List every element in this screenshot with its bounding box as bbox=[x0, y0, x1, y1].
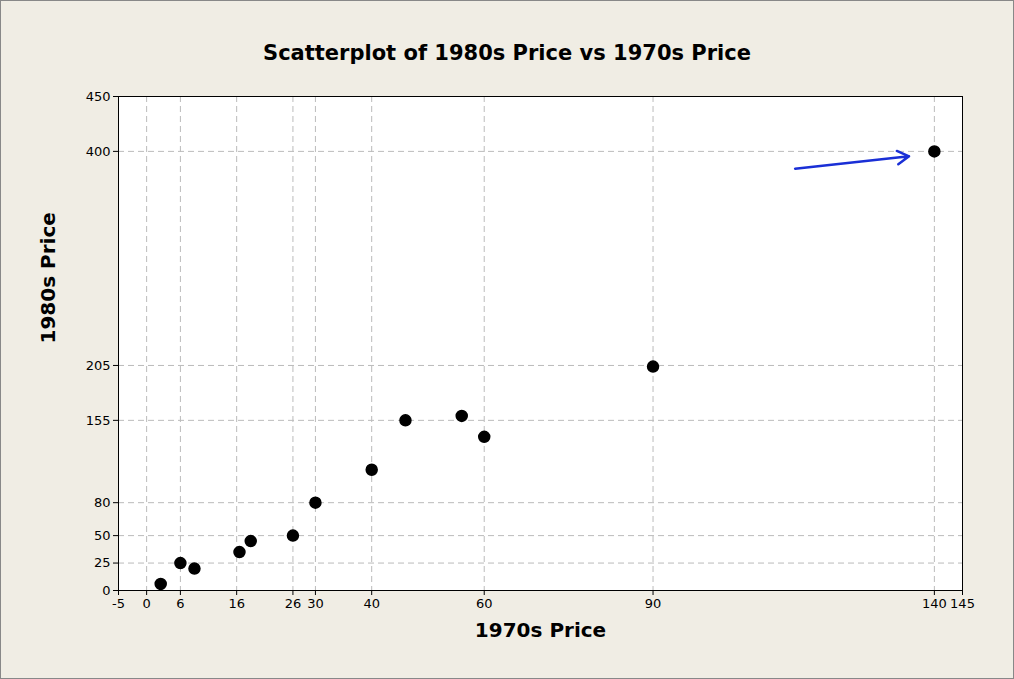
svg-text:25: 25 bbox=[94, 555, 111, 570]
svg-text:155: 155 bbox=[86, 413, 111, 428]
svg-text:1970s Price: 1970s Price bbox=[475, 618, 606, 642]
svg-text:16: 16 bbox=[228, 596, 245, 611]
svg-text:145: 145 bbox=[950, 596, 975, 611]
svg-text:40: 40 bbox=[363, 596, 380, 611]
svg-text:6: 6 bbox=[176, 596, 184, 611]
html-text:Scatterplot of 1980s Price vs: Scatterplot of 1980s Price vs 1970s Pric… bbox=[263, 41, 751, 65]
svg-text:80: 80 bbox=[94, 495, 111, 510]
svg-text:50: 50 bbox=[94, 528, 111, 543]
svg-text:205: 205 bbox=[86, 358, 111, 373]
svg-text:400: 400 bbox=[86, 144, 111, 159]
svg-text:450: 450 bbox=[86, 89, 111, 104]
svg-text:90: 90 bbox=[645, 596, 662, 611]
svg-text:-5: -5 bbox=[112, 596, 125, 611]
svg-text:0: 0 bbox=[142, 596, 150, 611]
svg-text:30: 30 bbox=[307, 596, 324, 611]
svg-text:1980s Price: 1980s Price bbox=[36, 212, 60, 343]
svg-text:0: 0 bbox=[102, 583, 110, 598]
svg-text:26: 26 bbox=[285, 596, 302, 611]
svg-text:140: 140 bbox=[922, 596, 947, 611]
svg-text:60: 60 bbox=[476, 596, 493, 611]
